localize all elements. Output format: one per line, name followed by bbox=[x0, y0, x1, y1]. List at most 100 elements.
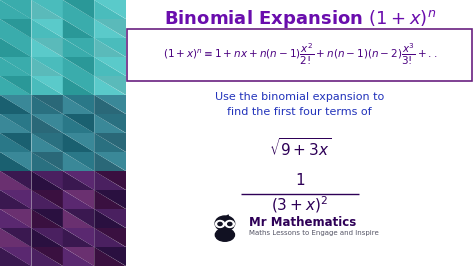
Polygon shape bbox=[94, 209, 126, 228]
Polygon shape bbox=[31, 171, 63, 190]
Polygon shape bbox=[31, 171, 63, 190]
Polygon shape bbox=[0, 209, 31, 228]
Polygon shape bbox=[31, 19, 63, 38]
Polygon shape bbox=[218, 214, 232, 222]
Polygon shape bbox=[63, 38, 94, 57]
Polygon shape bbox=[63, 190, 94, 209]
Polygon shape bbox=[94, 76, 126, 95]
Circle shape bbox=[218, 222, 222, 226]
Polygon shape bbox=[94, 171, 126, 190]
Text: $(1 + x)^n \equiv 1 + nx + n(n-1)\dfrac{x^2}{2!} + n(n-1)(n-2)\dfrac{x^3}{3!}+..: $(1 + x)^n \equiv 1 + nx + n(n-1)\dfrac{… bbox=[163, 42, 437, 67]
Polygon shape bbox=[94, 190, 126, 209]
Polygon shape bbox=[0, 76, 31, 95]
Polygon shape bbox=[0, 57, 31, 76]
Polygon shape bbox=[94, 171, 126, 190]
Polygon shape bbox=[0, 95, 31, 114]
Polygon shape bbox=[31, 152, 63, 171]
Polygon shape bbox=[94, 38, 126, 57]
Polygon shape bbox=[94, 38, 126, 57]
Polygon shape bbox=[31, 228, 63, 247]
Polygon shape bbox=[0, 133, 31, 152]
Polygon shape bbox=[63, 114, 94, 133]
Polygon shape bbox=[31, 114, 63, 133]
Polygon shape bbox=[0, 114, 31, 133]
Polygon shape bbox=[94, 247, 126, 266]
Polygon shape bbox=[94, 152, 126, 171]
Polygon shape bbox=[63, 114, 94, 133]
Polygon shape bbox=[63, 0, 94, 19]
Polygon shape bbox=[63, 228, 94, 247]
Polygon shape bbox=[63, 209, 94, 228]
Polygon shape bbox=[63, 171, 94, 190]
Polygon shape bbox=[94, 76, 126, 95]
Polygon shape bbox=[94, 228, 126, 247]
Polygon shape bbox=[31, 57, 63, 76]
Polygon shape bbox=[94, 209, 126, 228]
Polygon shape bbox=[63, 133, 94, 152]
Polygon shape bbox=[0, 247, 31, 266]
Polygon shape bbox=[63, 38, 94, 57]
Polygon shape bbox=[94, 152, 126, 171]
Polygon shape bbox=[0, 38, 31, 57]
Polygon shape bbox=[31, 0, 63, 19]
Polygon shape bbox=[31, 19, 63, 38]
Polygon shape bbox=[94, 0, 126, 19]
Polygon shape bbox=[63, 190, 94, 209]
Polygon shape bbox=[31, 133, 63, 152]
Text: Binomial Expansion $(1 + x)^n$: Binomial Expansion $(1 + x)^n$ bbox=[164, 8, 436, 30]
Polygon shape bbox=[63, 133, 94, 152]
Polygon shape bbox=[94, 114, 126, 133]
Polygon shape bbox=[31, 209, 63, 228]
Polygon shape bbox=[63, 76, 94, 95]
Polygon shape bbox=[31, 57, 63, 76]
Polygon shape bbox=[0, 76, 31, 95]
Polygon shape bbox=[31, 76, 63, 95]
Polygon shape bbox=[94, 133, 126, 152]
Polygon shape bbox=[0, 0, 31, 19]
Polygon shape bbox=[0, 0, 31, 19]
Polygon shape bbox=[31, 95, 63, 114]
Polygon shape bbox=[31, 247, 63, 266]
Text: $\sqrt{9 + 3x}$: $\sqrt{9 + 3x}$ bbox=[269, 137, 331, 159]
Polygon shape bbox=[63, 19, 94, 38]
Polygon shape bbox=[31, 190, 63, 209]
Polygon shape bbox=[94, 19, 126, 38]
Polygon shape bbox=[0, 190, 31, 209]
Polygon shape bbox=[63, 152, 94, 171]
Polygon shape bbox=[63, 19, 94, 38]
Text: Mr Mathematics: Mr Mathematics bbox=[249, 216, 356, 229]
Polygon shape bbox=[94, 190, 126, 209]
Text: $1$: $1$ bbox=[295, 172, 305, 188]
Polygon shape bbox=[0, 19, 31, 38]
Polygon shape bbox=[0, 152, 31, 171]
Circle shape bbox=[216, 221, 225, 227]
Polygon shape bbox=[94, 57, 126, 76]
Polygon shape bbox=[94, 0, 126, 19]
Polygon shape bbox=[0, 114, 31, 133]
Polygon shape bbox=[63, 0, 94, 19]
Polygon shape bbox=[94, 95, 126, 114]
Polygon shape bbox=[31, 247, 63, 266]
Polygon shape bbox=[63, 247, 94, 266]
Polygon shape bbox=[94, 228, 126, 247]
Polygon shape bbox=[63, 57, 94, 76]
Polygon shape bbox=[0, 38, 31, 57]
Polygon shape bbox=[94, 247, 126, 266]
Polygon shape bbox=[31, 38, 63, 57]
Polygon shape bbox=[31, 76, 63, 95]
Polygon shape bbox=[31, 38, 63, 57]
Polygon shape bbox=[31, 0, 63, 19]
Polygon shape bbox=[63, 95, 94, 114]
Polygon shape bbox=[0, 95, 31, 114]
Polygon shape bbox=[31, 228, 63, 247]
Polygon shape bbox=[31, 114, 63, 133]
Polygon shape bbox=[63, 228, 94, 247]
Polygon shape bbox=[63, 152, 94, 171]
Polygon shape bbox=[31, 209, 63, 228]
Polygon shape bbox=[0, 247, 31, 266]
Text: Use the binomial expansion to
find the first four terms of: Use the binomial expansion to find the f… bbox=[215, 92, 384, 117]
Polygon shape bbox=[0, 19, 31, 38]
Polygon shape bbox=[31, 133, 63, 152]
Polygon shape bbox=[94, 19, 126, 38]
Polygon shape bbox=[94, 57, 126, 76]
